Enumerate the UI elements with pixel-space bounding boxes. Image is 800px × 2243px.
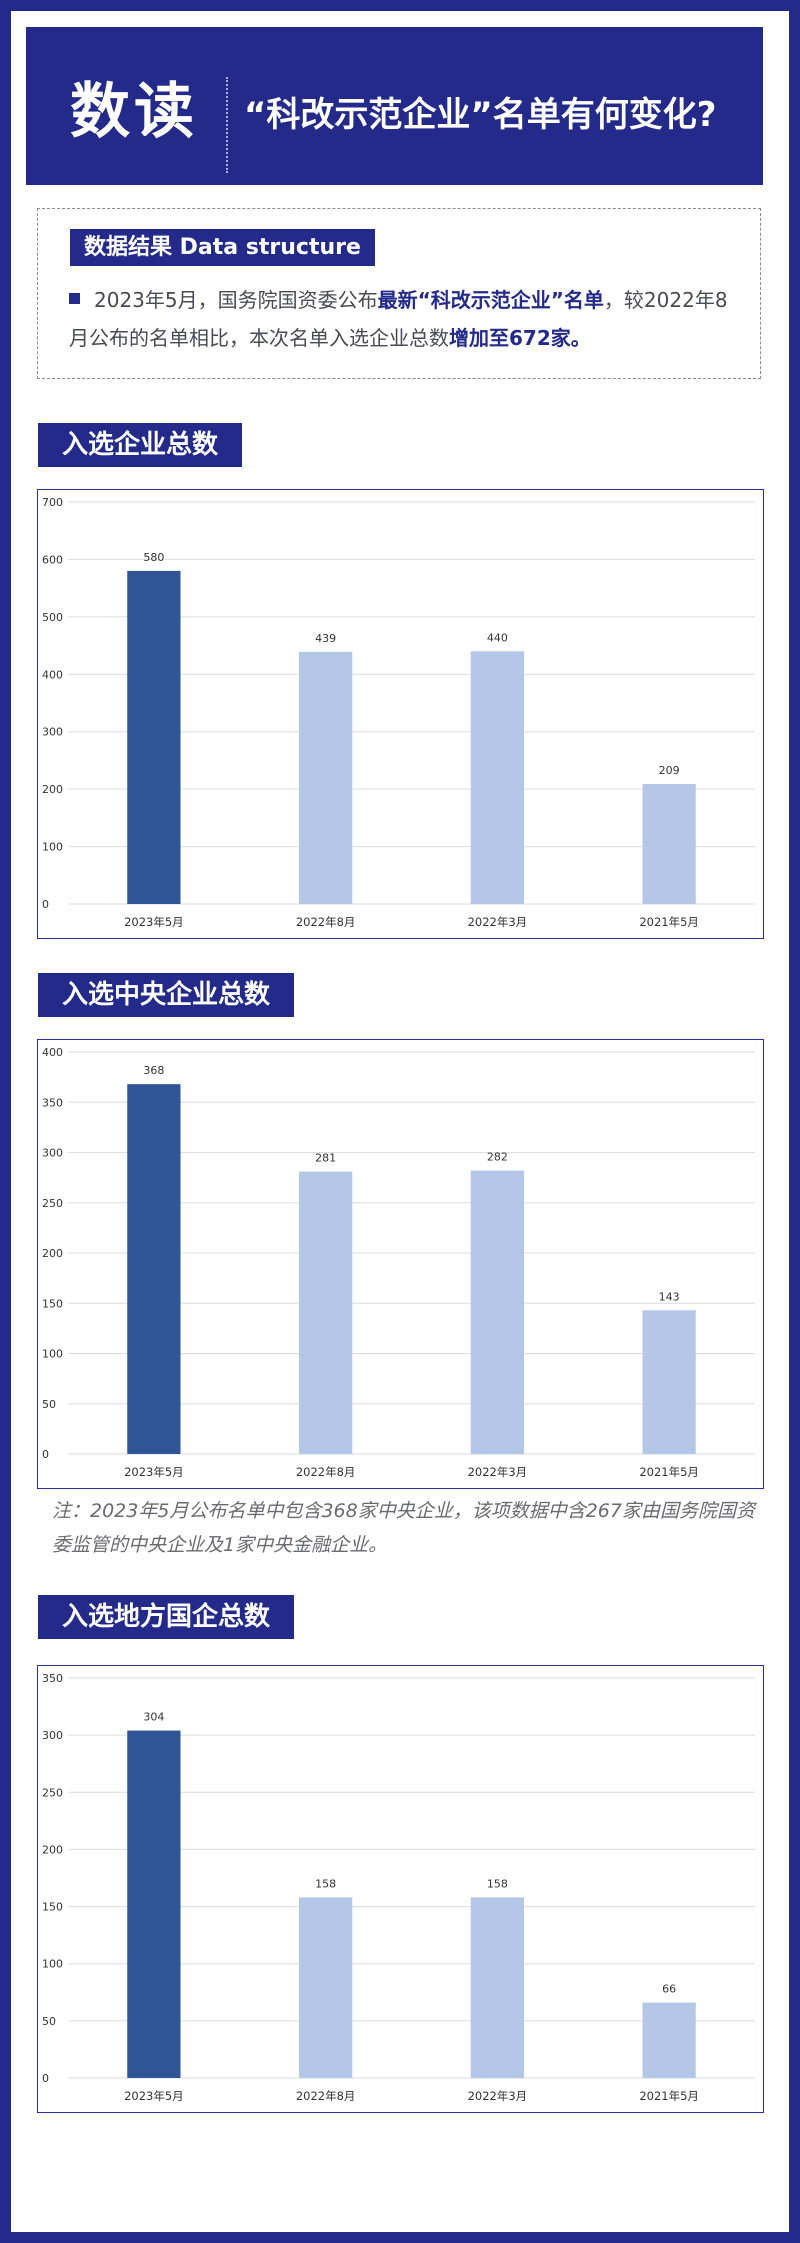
info-box: 数据结果 Data structure 2023年5月，国务院国资委公布最新“科… xyxy=(37,208,761,379)
y-tick-label: 200 xyxy=(42,783,63,796)
x-tick-label: 2021年5月 xyxy=(639,915,699,929)
data-label: 158 xyxy=(487,1877,508,1890)
y-tick-label: 150 xyxy=(42,1901,63,1914)
info-text-1: 2023年5月，国务院国资委公布 xyxy=(94,288,378,312)
y-tick-label: 100 xyxy=(42,1958,63,1971)
y-tick-label: 700 xyxy=(42,496,63,509)
chart-central-svg: 0 50 100 150 200 250 300 350 400 368 2023年5月 281 202… xyxy=(42,1046,755,1479)
x-tick-label: 2022年8月 xyxy=(296,1465,356,1479)
x-tick-label: 2021年5月 xyxy=(639,2089,699,2103)
bar xyxy=(127,570,181,904)
bar xyxy=(642,2002,696,2078)
y-tick-label: 0 xyxy=(42,2072,49,2085)
bar xyxy=(299,651,353,904)
data-label: 368 xyxy=(143,1064,164,1077)
section-title-central: 入选中央企业总数 xyxy=(38,973,295,1017)
x-tick-label: 2022年3月 xyxy=(468,2089,528,2103)
y-tick-label: 200 xyxy=(42,1843,63,1856)
info-text-2: 最新“科改示范企业”名单 xyxy=(377,288,604,312)
y-tick-label: 300 xyxy=(42,1729,63,1742)
header-banner: 数读 “科改示范企业”名单有何变化? xyxy=(26,27,763,185)
y-tick-label: 150 xyxy=(42,1297,63,1310)
y-tick-label: 200 xyxy=(42,1247,63,1260)
data-label: 439 xyxy=(315,632,336,645)
y-tick-label: 100 xyxy=(42,841,63,854)
y-tick-label: 300 xyxy=(42,1147,63,1160)
data-label: 304 xyxy=(143,1711,164,1724)
y-tick-label: 400 xyxy=(42,1046,63,1059)
y-tick-label: 250 xyxy=(42,1786,63,1799)
header-big-label: 数读 xyxy=(70,77,198,147)
x-tick-label: 2022年8月 xyxy=(296,2089,356,2103)
chart-local-soe: 0 50 100 150 200 250 300 350 304 2023年5月 158 2022年8… xyxy=(37,1665,764,2113)
chart-local-svg: 0 50 100 150 200 250 300 350 304 2023年5月 158 2022年8… xyxy=(42,1672,755,2103)
x-tick-label: 2021年5月 xyxy=(639,1465,699,1479)
y-tick-label: 350 xyxy=(42,1096,63,1109)
data-label: 282 xyxy=(487,1151,508,1164)
section-title-local: 入选地方国企总数 xyxy=(38,1595,295,1639)
page-title: “科改示范企业”名单有何变化? xyxy=(244,95,717,135)
data-label: 143 xyxy=(659,1290,680,1303)
x-tick-label: 2022年8月 xyxy=(296,915,356,929)
bar xyxy=(127,1730,181,2078)
bar xyxy=(470,1170,524,1454)
y-tick-label: 600 xyxy=(42,553,63,566)
x-tick-label: 2022年3月 xyxy=(468,1465,528,1479)
bar xyxy=(470,651,524,904)
data-label: 281 xyxy=(315,1152,336,1165)
y-tick-label: 0 xyxy=(42,898,49,911)
data-label: 66 xyxy=(662,1983,676,1996)
data-label: 158 xyxy=(315,1877,336,1890)
y-tick-label: 500 xyxy=(42,611,63,624)
y-tick-label: 400 xyxy=(42,668,63,681)
info-text-3: ，较2022年8月公布的名单相比，本次名单入选企业总数 xyxy=(69,288,728,350)
data-label: 440 xyxy=(487,631,508,644)
footnote: 注：2023年5月公布名单中包含368家中央企业，该项数据中含267家由国务院国… xyxy=(52,1500,755,1556)
bar xyxy=(642,1310,696,1454)
y-tick-label: 300 xyxy=(42,726,63,739)
info-text-4: 增加至672家。 xyxy=(449,326,591,350)
bar xyxy=(299,1897,353,2078)
chart-total-svg: 0 100 200 300 400 500 600 700 580 2023年5月 439 2022年… xyxy=(42,496,755,929)
y-tick-label: 100 xyxy=(42,1348,63,1361)
chart-total-enterprises: 0 100 200 300 400 500 600 700 580 2023年5月 439 2022年… xyxy=(37,489,764,939)
x-tick-label: 2023年5月 xyxy=(124,915,184,929)
chart-central-enterprises: 0 50 100 150 200 250 300 350 400 368 2023年5月 281 202… xyxy=(37,1039,764,1489)
x-tick-label: 2022年3月 xyxy=(468,915,528,929)
y-tick-label: 50 xyxy=(42,1398,56,1411)
y-tick-label: 350 xyxy=(42,1672,63,1685)
bar xyxy=(127,1084,181,1454)
bar xyxy=(470,1897,524,2078)
info-paragraph: 2023年5月，国务院国资委公布最新“科改示范企业”名单，较2022年8月公布的… xyxy=(69,281,739,357)
header-divider xyxy=(226,77,228,173)
info-tag: 数据结果 Data structure xyxy=(70,229,375,266)
y-tick-label: 50 xyxy=(42,2015,56,2028)
bullet-square-icon xyxy=(69,293,80,304)
bar xyxy=(299,1171,353,1454)
x-tick-label: 2023年5月 xyxy=(124,2089,184,2103)
y-tick-label: 0 xyxy=(42,1448,49,1461)
x-tick-label: 2023年5月 xyxy=(124,1465,184,1479)
y-tick-label: 250 xyxy=(42,1197,63,1210)
data-label: 580 xyxy=(143,551,164,564)
section-title-total: 入选企业总数 xyxy=(38,423,243,467)
bar xyxy=(642,783,696,904)
data-label: 209 xyxy=(659,764,680,777)
